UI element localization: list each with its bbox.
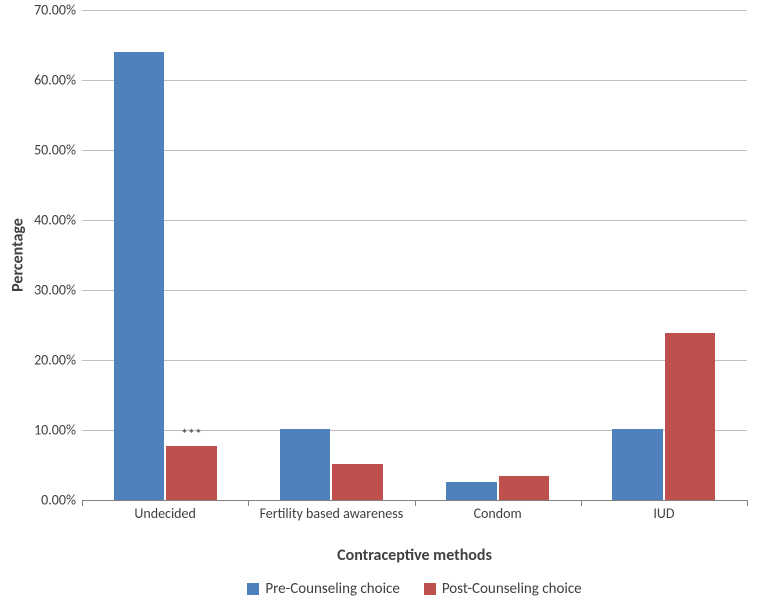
- x-tick: [415, 500, 416, 506]
- gridline: [82, 290, 747, 291]
- legend-label: Post-Counseling choice: [442, 580, 582, 598]
- x-tick: [82, 500, 83, 506]
- gridline: [82, 80, 747, 81]
- y-tick-label: 40.00%: [34, 212, 82, 229]
- legend-label: Pre-Counseling choice: [265, 580, 399, 598]
- legend-swatch: [424, 583, 436, 595]
- legend-item: Post-Counseling choice: [424, 580, 582, 598]
- significance-annotation: ***: [181, 426, 202, 443]
- bar: [280, 429, 331, 500]
- x-category-label: Undecided: [90, 500, 240, 523]
- bar: [499, 476, 550, 500]
- x-category-label: Fertility based awareness: [257, 500, 407, 523]
- y-tick-label: 60.00%: [34, 72, 82, 89]
- legend-swatch: [247, 583, 259, 595]
- gridline: [82, 10, 747, 11]
- bar: [665, 333, 716, 500]
- y-tick-label: 50.00%: [34, 142, 82, 159]
- plot-area: 0.00%10.00%20.00%30.00%40.00%50.00%60.00…: [82, 10, 747, 500]
- gridline: [82, 150, 747, 151]
- x-category-label: Condom: [423, 500, 573, 523]
- x-category-label: IUD: [589, 500, 739, 523]
- y-tick-label: 30.00%: [34, 282, 82, 299]
- y-tick-label: 20.00%: [34, 352, 82, 369]
- x-tick: [747, 500, 748, 506]
- x-axis-title: Contraceptive methods: [82, 546, 747, 565]
- chart-container: 0.00% 10.00% 20.00% 30.00% 40.00% 50.00% 60.00…: [0, 0, 767, 610]
- bar: [612, 429, 663, 500]
- bar: [332, 464, 383, 500]
- bar: [166, 446, 217, 500]
- y-axis-title: Percentage: [9, 218, 28, 292]
- gridline: [82, 220, 747, 221]
- y-tick-label: 70.00%: [34, 2, 82, 19]
- x-tick: [248, 500, 249, 506]
- y-tick-label: 0.00%: [41, 492, 82, 509]
- x-tick: [581, 500, 582, 506]
- chart-legend: Pre-Counseling choice Post-Counseling cho…: [82, 580, 747, 598]
- y-tick-label: 10.00%: [34, 422, 82, 439]
- bar: [446, 482, 497, 500]
- bar: [114, 52, 165, 500]
- gridline: [82, 360, 747, 361]
- legend-item: Pre-Counseling choice: [247, 580, 399, 598]
